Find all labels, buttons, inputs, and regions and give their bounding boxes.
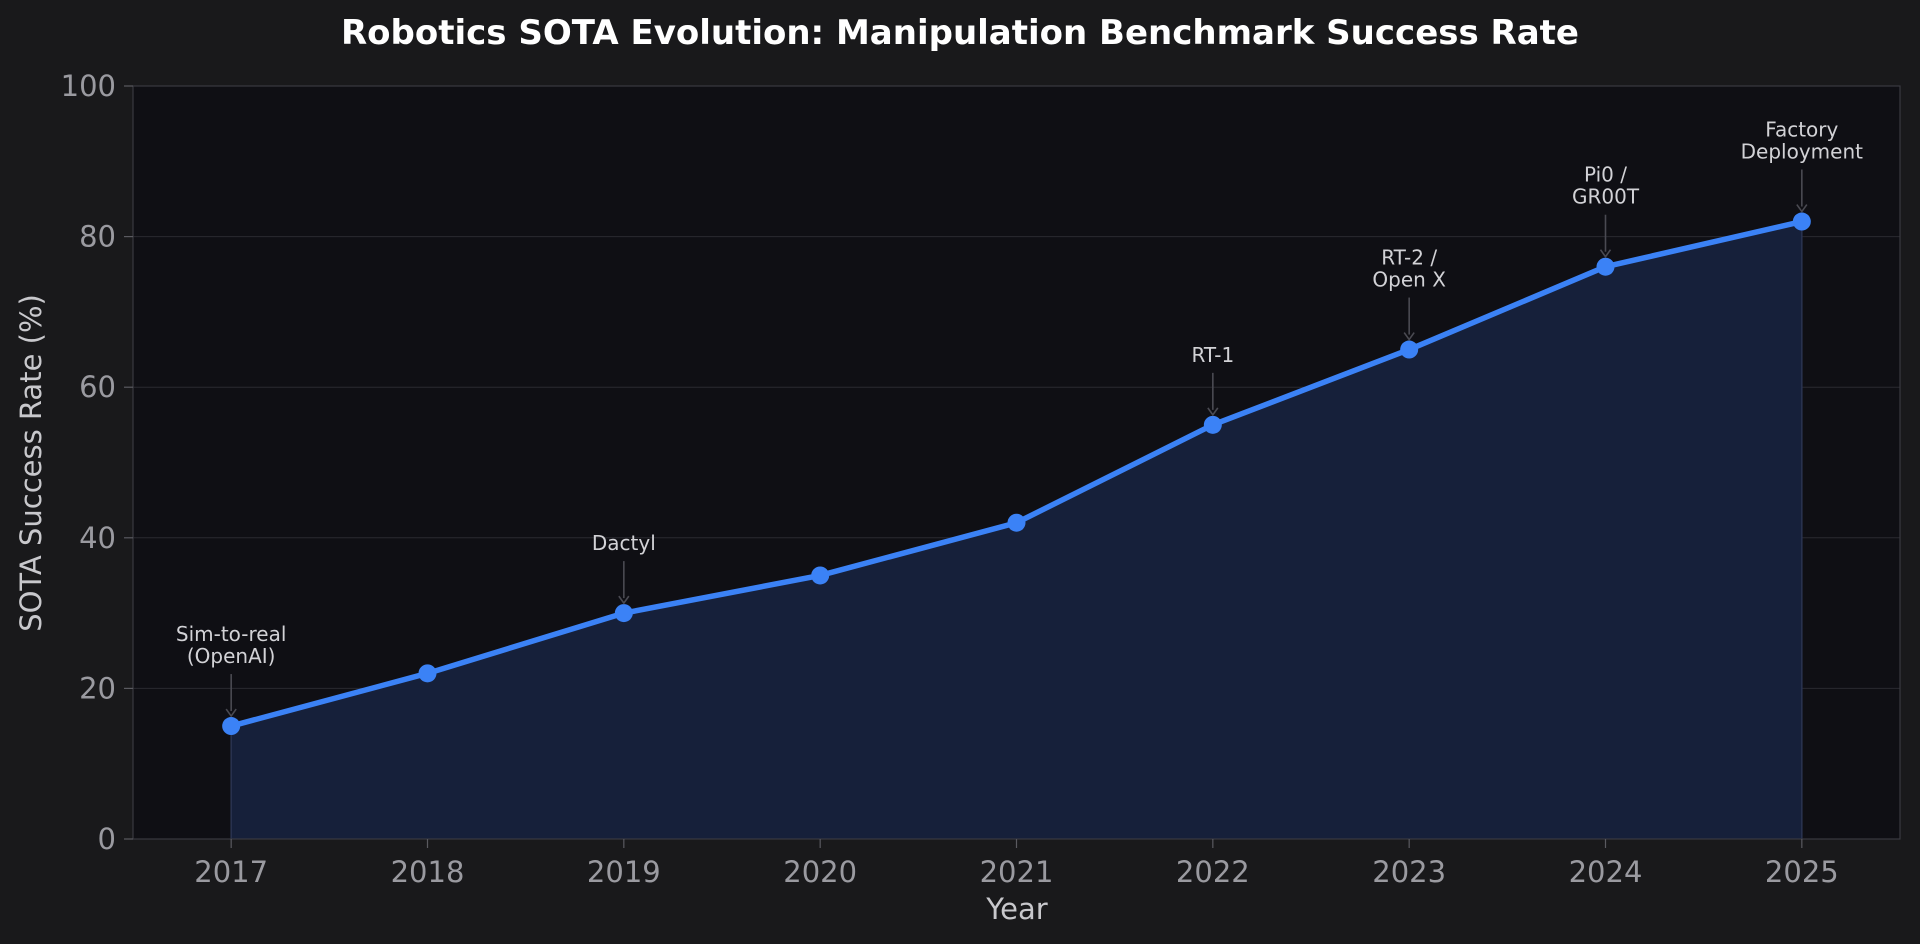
y-tick-label: 60 (79, 370, 116, 404)
x-tick-label: 2023 (1372, 855, 1446, 889)
y-tick-label: 80 (79, 220, 116, 254)
annotation-label: Deployment (1741, 140, 1863, 164)
data-point (1007, 513, 1026, 532)
annotation-label: Dactyl (592, 531, 656, 555)
x-axis-label: Year (985, 892, 1047, 926)
y-tick-label: 20 (79, 671, 116, 705)
y-axis-label: SOTA Success Rate (%) (14, 294, 48, 632)
data-point (614, 604, 633, 623)
x-tick-label: 2020 (783, 855, 857, 889)
annotation: RT-1 (1191, 343, 1234, 417)
annotation-arrowhead (1207, 407, 1219, 417)
annotation-label: (OpenAI) (187, 644, 276, 668)
data-point (1596, 257, 1615, 276)
annotations: Sim-to-real(OpenAI) Dactyl RT-1 RT-2 /Open … (176, 118, 1863, 718)
x-tick-label: 2025 (1765, 855, 1839, 889)
annotation: RT-2 /Open X (1372, 246, 1446, 341)
x-tick-label: 2019 (587, 855, 661, 889)
annotation-label: Sim-to-real (176, 622, 287, 646)
x-axis-ticks: 2017 2018 2019 2020 2021 2022 2023 2024 2025 (194, 839, 1839, 889)
annotation-label: GR00T (1572, 185, 1640, 209)
annotation: Sim-to-real(OpenAI) (176, 622, 287, 718)
data-point (1203, 415, 1222, 434)
data-point (1792, 212, 1811, 231)
annotation: Dactyl (592, 531, 656, 605)
x-tick-label: 2018 (391, 855, 465, 889)
data-point (1400, 340, 1419, 359)
y-axis-ticks: 0 20 40 60 80 100 (61, 69, 133, 856)
y-tick-label: 0 (98, 822, 116, 856)
data-point (222, 717, 241, 736)
annotation-arrowhead (1599, 249, 1612, 259)
x-tick-label: 2024 (1569, 855, 1643, 889)
annotation-arrowhead (618, 595, 630, 605)
annotation-arrowhead (1796, 204, 1808, 213)
x-tick-label: 2022 (1176, 855, 1250, 889)
data-point (418, 664, 437, 683)
data-points (222, 212, 1811, 736)
y-tick-label: 100 (61, 69, 116, 103)
annotation-arrowhead (1403, 332, 1415, 341)
annotation-label: Open X (1372, 268, 1446, 292)
y-tick-label: 40 (79, 521, 116, 555)
annotation: Pi0 /GR00T (1572, 163, 1640, 259)
annotation-arrowhead (225, 708, 237, 718)
annotation-label: RT-2 / (1381, 246, 1437, 270)
annotation-label: Pi0 / (1584, 163, 1627, 187)
annotation-label: Factory (1765, 118, 1838, 142)
data-point (811, 566, 830, 585)
x-tick-label: 2017 (194, 855, 268, 889)
chart-title: Robotics SOTA Evolution: Manipulation Be… (341, 13, 1579, 53)
annotation-label: RT-1 (1191, 343, 1234, 367)
x-tick-label: 2021 (980, 855, 1054, 889)
